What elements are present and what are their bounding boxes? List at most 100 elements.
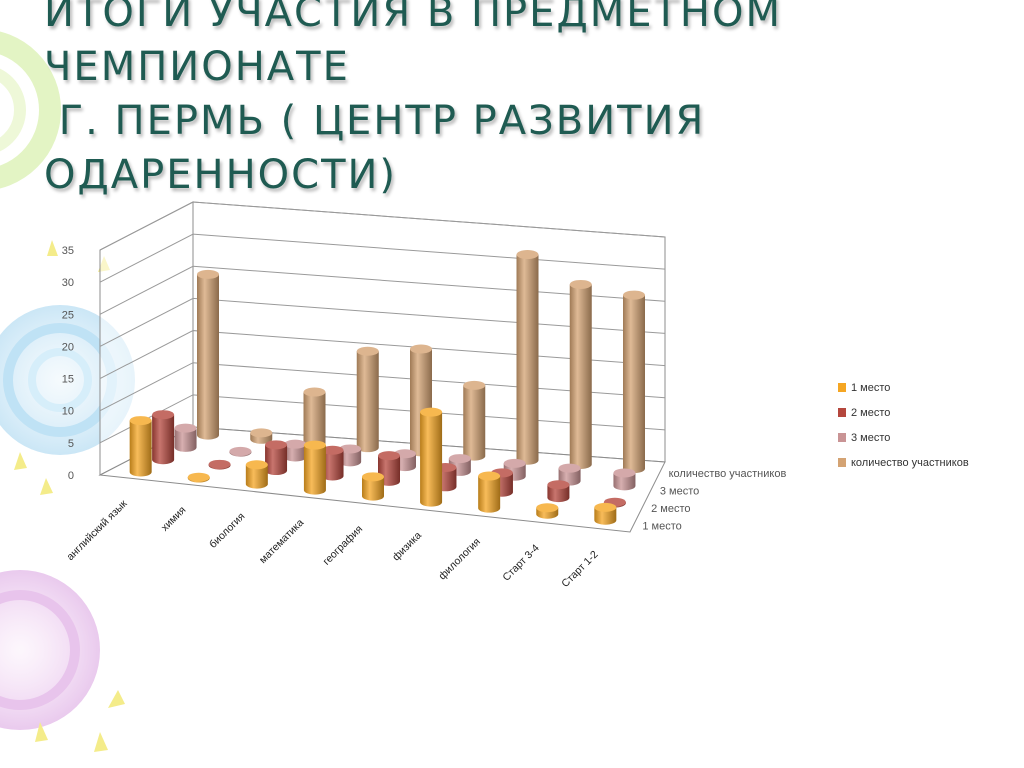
chart-gridlines [99, 201, 666, 444]
gridline [99, 362, 666, 412]
chart-bars [129, 250, 645, 525]
pink-swirl-decoration [0, 570, 100, 730]
bar-1-3 [321, 445, 344, 481]
bar-2-0 [174, 423, 197, 452]
y-tick-label: 25 [62, 309, 74, 321]
bar-body [245, 464, 268, 489]
gridline [99, 233, 666, 283]
bar-0-8 [594, 502, 617, 525]
bar-body [356, 351, 379, 453]
depth-label: количество участников [669, 468, 787, 480]
bar-2-2 [284, 439, 307, 462]
category-label: физика [390, 529, 424, 563]
bar-body [623, 295, 645, 474]
green-swirl-decoration [0, 31, 61, 189]
legend-swatch [838, 408, 846, 417]
category-label: математика [257, 517, 306, 566]
bar-top [187, 472, 210, 482]
y-tick-label: 35 [62, 245, 74, 257]
bar-body [265, 444, 288, 476]
gridline [99, 297, 666, 347]
bar-top [250, 428, 273, 438]
bar-body [303, 392, 326, 448]
bar-top [463, 380, 486, 390]
legend-swatch [838, 458, 846, 467]
bar-top [420, 407, 443, 417]
bar-0-2 [245, 460, 268, 489]
bar-top [265, 440, 288, 450]
gridline [99, 201, 666, 251]
bar-3-8 [623, 290, 645, 474]
bar-top [197, 269, 219, 279]
bar-3-6 [516, 250, 539, 465]
bar-2-1 [229, 446, 252, 457]
bar-top [536, 503, 559, 513]
bar-3-2 [303, 387, 326, 448]
bar-top [613, 468, 636, 478]
bar-body [339, 448, 362, 467]
bar-body [174, 428, 197, 452]
bar-2-8 [613, 468, 636, 491]
chart-legend: 1 место 2 место 3 место количество участник… [838, 382, 969, 469]
bar-0-1 [187, 472, 210, 483]
bar-top [623, 290, 645, 300]
bar-top [547, 480, 570, 490]
bar-top [516, 250, 539, 260]
legend-label: 2 место [851, 407, 890, 419]
bar-top [152, 410, 175, 420]
depth-label: 1 место [642, 520, 681, 532]
category-label: английский язык [64, 498, 130, 564]
gridline [99, 265, 666, 315]
legend-label: 3 место [851, 432, 890, 444]
bar-1-1 [208, 459, 231, 470]
bar-body [303, 445, 326, 495]
bar-body [129, 420, 152, 477]
bar-1-0 [152, 410, 175, 465]
bar-body [197, 274, 219, 440]
bar-body [569, 284, 592, 469]
bar-top [448, 454, 471, 464]
bar-0-3 [303, 440, 326, 495]
depth-axis-labels: 1 место 2 место 3 место количество участник… [642, 468, 786, 533]
bar-top [339, 444, 362, 454]
bar-0-0 [129, 416, 152, 477]
bar-top [558, 463, 581, 473]
category-label: Старт 1-2 [559, 548, 601, 590]
depth-label: 2 место [651, 503, 690, 515]
bar-body [284, 444, 307, 462]
bar-body [594, 507, 617, 525]
y-tick-label: 15 [62, 374, 74, 386]
category-label: география [321, 523, 366, 568]
bar-top [478, 471, 501, 481]
bar-body [420, 412, 443, 507]
slide-title-line-4: ОДАРЕННОСТИ) [44, 152, 398, 198]
bar-top [208, 459, 231, 469]
bar-body [516, 254, 539, 465]
bar-body [463, 385, 486, 461]
category-label: филология [436, 536, 483, 583]
category-label: Старт 3-4 [500, 542, 542, 584]
bar-3-7 [569, 279, 592, 469]
category-label: биология [207, 510, 247, 550]
bar-0-6 [478, 471, 501, 513]
slide-title-line-1: ИТОГИ УЧАСТИЯ В ПРЕДМЕТНОМ [44, 0, 782, 36]
legend-label: количество участников [851, 457, 969, 469]
bar-top [129, 416, 152, 426]
bar-body [362, 476, 384, 501]
bar-top [229, 446, 252, 456]
bar-3-3 [356, 346, 379, 453]
bar-top [503, 458, 526, 468]
bar-body [152, 414, 175, 465]
slide-title: ИТОГИ УЧАСТИЯ В ПРЕДМЕТНОМ ЧЕМПИОНАТЕ Г.… [44, 0, 944, 202]
bar-body [478, 476, 501, 513]
bar-top [303, 387, 326, 397]
category-label: химия [159, 504, 189, 534]
legend-label: 1 место [851, 382, 890, 394]
legend-swatch [838, 433, 846, 442]
bar-3-1 [250, 428, 273, 444]
bar-3-0 [197, 269, 219, 440]
y-tick-label: 10 [62, 406, 74, 418]
bar-top [303, 440, 326, 450]
bar-top [569, 279, 592, 289]
